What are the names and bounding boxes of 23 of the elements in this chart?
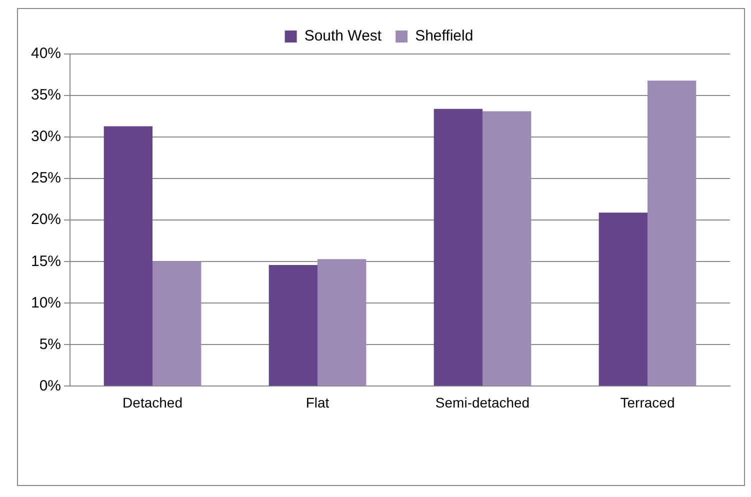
y-tick-label: 30%	[30, 128, 62, 146]
bar	[482, 111, 532, 386]
x-tick-label: Flat	[306, 394, 330, 410]
y-tick-label: 15%	[30, 252, 62, 270]
y-tick-label: 5%	[39, 336, 62, 353]
bar	[268, 264, 318, 386]
y-tick-label: 35%	[30, 86, 62, 104]
bar	[598, 212, 648, 386]
bar	[648, 80, 696, 386]
y-tick-label: 25%	[30, 170, 62, 187]
y-tick-label: 40%	[30, 45, 62, 62]
x-tick-label: Terraced	[620, 394, 675, 410]
bar	[104, 126, 153, 386]
x-tick-label: Semi-detached	[435, 394, 530, 410]
legend-label: South West	[304, 28, 382, 45]
bar	[152, 262, 202, 386]
bar	[434, 108, 483, 386]
legend-label: Sheffield	[415, 28, 474, 45]
y-tick-label: 0%	[39, 377, 62, 394]
y-tick-label: 10%	[30, 294, 62, 312]
x-tick-label: Detached	[122, 394, 182, 410]
y-tick-label: 20%	[30, 211, 62, 228]
bar	[318, 259, 366, 386]
